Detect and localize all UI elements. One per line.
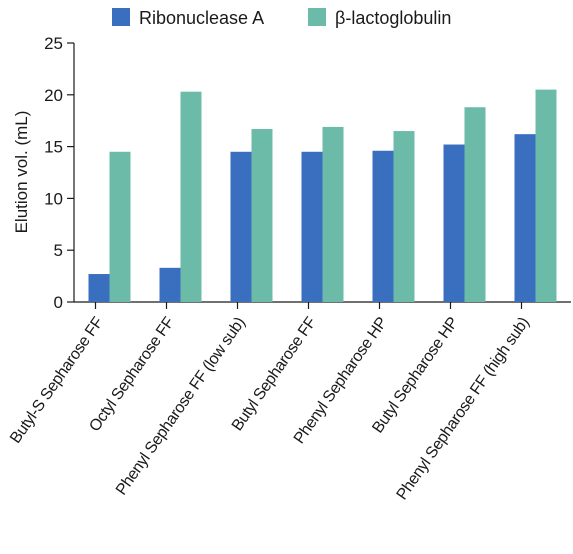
bar <box>251 128 273 302</box>
bar <box>464 107 486 303</box>
y-axis: 0 5 10 15 20 25 <box>44 34 75 312</box>
bar <box>159 267 181 302</box>
bar <box>372 150 394 302</box>
y-tick-label: 20 <box>44 86 63 105</box>
legend: Ribonuclease A β-lactoglobulin <box>112 8 451 28</box>
y-axis-label: Elution vol. (mL) <box>12 111 31 234</box>
legend-label: Ribonuclease A <box>139 8 264 28</box>
bar <box>322 126 344 302</box>
bar <box>301 151 323 302</box>
bar <box>230 151 252 302</box>
y-tick-label: 25 <box>44 34 63 53</box>
y-tick-label: 0 <box>54 293 63 312</box>
legend-label: β-lactoglobulin <box>335 8 451 28</box>
y-tick-label: 5 <box>54 241 63 260</box>
bar <box>443 144 465 302</box>
legend-swatch <box>112 8 130 26</box>
x-tick-label: Phenyl Sepharose FF (high sub) <box>394 314 533 503</box>
legend-swatch <box>308 8 326 26</box>
bar <box>180 91 202 302</box>
bar <box>109 151 131 302</box>
x-tick-label: Phenyl Sepharose FF (low sub) <box>113 314 249 498</box>
bar <box>514 134 536 302</box>
bar <box>88 274 110 302</box>
y-tick-label: 10 <box>44 189 63 208</box>
bar <box>535 89 557 303</box>
bar <box>393 131 415 302</box>
bars <box>88 89 557 303</box>
y-tick-label: 15 <box>44 138 63 157</box>
